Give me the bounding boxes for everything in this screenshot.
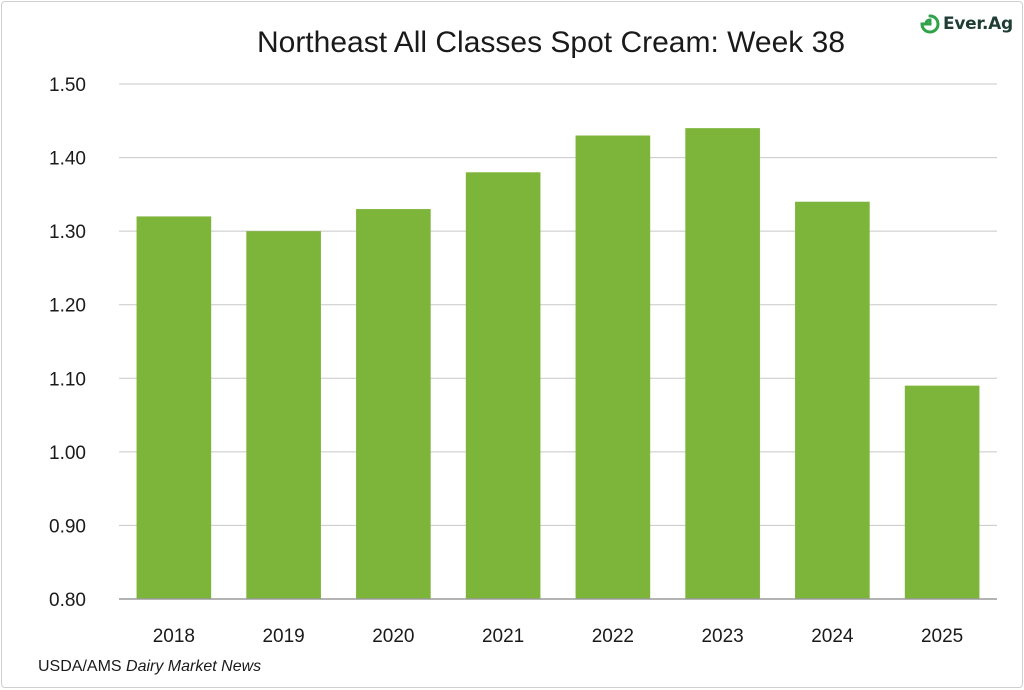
source-publication: Dairy Market News (126, 658, 262, 675)
y-tick-label: 0.80 (49, 590, 86, 611)
y-tick-label: 1.00 (49, 443, 86, 464)
x-tick-label-2018: 2018 (153, 626, 195, 647)
x-tick-label-2021: 2021 (482, 626, 524, 647)
x-tick-label-2019: 2019 (262, 626, 304, 647)
y-tick-label: 1.50 (49, 75, 86, 96)
bar-2018 (136, 216, 212, 599)
y-tick-label: 1.10 (49, 369, 86, 390)
y-tick-label: 0.90 (49, 516, 86, 537)
chart-title: Northeast All Classes Spot Cream: Week 3… (256, 26, 846, 59)
x-tick-label-2024: 2024 (811, 626, 854, 647)
x-tick-label-2020: 2020 (372, 626, 414, 647)
ever-ag-leaf-icon (920, 14, 940, 34)
bar-2019 (246, 231, 321, 599)
bar-2020 (356, 209, 431, 600)
y-axis-ticks: 0.80 0.90 1.00 1.10 1.20 1.30 1.40 1.50 (49, 75, 86, 611)
logo-text: Ever.Ag (943, 14, 1013, 34)
y-tick-label: 1.20 (49, 296, 86, 317)
x-tick-label-2023: 2023 (701, 626, 743, 647)
bar-2023 (685, 128, 760, 599)
ever-ag-logo: Ever.Ag (920, 14, 1013, 34)
y-tick-label: 1.40 (49, 149, 86, 170)
x-axis-ticks: 2018 2019 2020 2021 2022 2023 2024 2025 (153, 626, 964, 647)
source-prefix: USDA/AMS (38, 658, 127, 675)
x-tick-label-2022: 2022 (592, 626, 634, 647)
bar-chart: 0.800.901.001.101.201.301.401.50 2018 201… (49, 75, 997, 647)
bars (136, 128, 980, 600)
source-note: USDA/AMS Dairy Market News (38, 658, 261, 676)
bar-2025 (904, 385, 980, 599)
bar-2022 (575, 135, 651, 599)
bar-2024 (795, 201, 870, 599)
y-tick-label: 1.30 (49, 222, 86, 243)
bar-2021 (465, 172, 541, 600)
x-tick-label-2025: 2025 (921, 626, 963, 647)
